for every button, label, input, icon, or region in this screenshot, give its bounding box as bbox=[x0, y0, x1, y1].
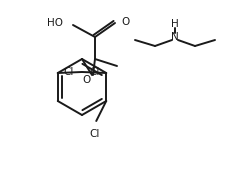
Text: N: N bbox=[170, 32, 178, 42]
Text: O: O bbox=[121, 17, 129, 27]
Text: Cl: Cl bbox=[64, 67, 74, 77]
Text: H: H bbox=[170, 19, 178, 29]
Text: O: O bbox=[82, 75, 91, 85]
Text: Cl: Cl bbox=[89, 67, 100, 77]
Text: Cl: Cl bbox=[89, 129, 99, 139]
Text: HO: HO bbox=[47, 18, 63, 28]
